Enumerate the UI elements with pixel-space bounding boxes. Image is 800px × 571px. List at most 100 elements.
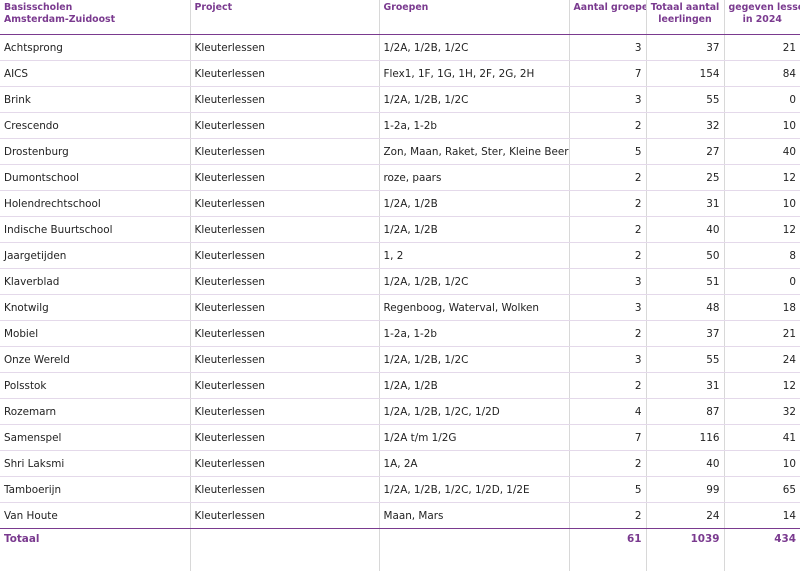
totals-aantal-groepen: 61 <box>569 529 646 550</box>
header-aantal-groepen: Aantal groepen <box>569 0 646 35</box>
cell-aantal-groepen: 4 <box>569 399 646 425</box>
cell-groepen: 1/2A, 1/2B, 1/2C <box>379 87 569 113</box>
header-school: Basisscholen Amsterdam-Zuidoost <box>0 0 190 35</box>
filler-cell <box>379 549 569 571</box>
cell-totaal-leerlingen: 25 <box>646 165 724 191</box>
cell-aantal-groepen: 2 <box>569 191 646 217</box>
cell-totaal-leerlingen: 31 <box>646 373 724 399</box>
cell-school: Mobiel <box>0 321 190 347</box>
cell-gegeven-lessen: 12 <box>724 373 800 399</box>
cell-gegeven-lessen: 10 <box>724 191 800 217</box>
cell-totaal-leerlingen: 37 <box>646 321 724 347</box>
cell-gegeven-lessen: 65 <box>724 477 800 503</box>
cell-aantal-groepen: 2 <box>569 165 646 191</box>
cell-gegeven-lessen: 32 <box>724 399 800 425</box>
cell-gegeven-lessen: 10 <box>724 451 800 477</box>
cell-school: Knotwilg <box>0 295 190 321</box>
cell-groepen: 1/2A, 1/2B, 1/2C <box>379 35 569 61</box>
totals-groepen-empty <box>379 529 569 550</box>
cell-gegeven-lessen: 12 <box>724 165 800 191</box>
cell-aantal-groepen: 2 <box>569 217 646 243</box>
cell-totaal-leerlingen: 87 <box>646 399 724 425</box>
cell-totaal-leerlingen: 55 <box>646 347 724 373</box>
cell-groepen: 1, 2 <box>379 243 569 269</box>
cell-aantal-groepen: 2 <box>569 503 646 529</box>
cell-totaal-leerlingen: 48 <box>646 295 724 321</box>
cell-groepen: 1A, 2A <box>379 451 569 477</box>
cell-aantal-groepen: 7 <box>569 425 646 451</box>
header-lessen-line1: gegeven lessen <box>729 2 797 14</box>
cell-project: Kleuterlessen <box>190 35 379 61</box>
cell-totaal-leerlingen: 37 <box>646 35 724 61</box>
totals-row: Totaal 61 1039 434 <box>0 529 800 550</box>
cell-school: Dumontschool <box>0 165 190 191</box>
cell-totaal-leerlingen: 40 <box>646 451 724 477</box>
header-school-line1: Basisscholen <box>4 2 186 14</box>
table-header: Basisscholen Amsterdam-Zuidoost Project … <box>0 0 800 35</box>
cell-aantal-groepen: 5 <box>569 477 646 503</box>
cell-school: Polsstok <box>0 373 190 399</box>
cell-project: Kleuterlessen <box>190 61 379 87</box>
cell-aantal-groepen: 2 <box>569 321 646 347</box>
cell-project: Kleuterlessen <box>190 373 379 399</box>
header-lessen-line2: in 2024 <box>729 14 797 26</box>
header-totaal-line2: leerlingen <box>651 14 720 26</box>
totals-lessen: 434 <box>724 529 800 550</box>
cell-school: Onze Wereld <box>0 347 190 373</box>
cell-school: Klaverblad <box>0 269 190 295</box>
cell-aantal-groepen: 3 <box>569 347 646 373</box>
cell-groepen: 1/2A, 1/2B <box>379 373 569 399</box>
cell-totaal-leerlingen: 32 <box>646 113 724 139</box>
cell-groepen: 1/2A, 1/2B, 1/2C <box>379 347 569 373</box>
cell-project: Kleuterlessen <box>190 399 379 425</box>
cell-school: Achtsprong <box>0 35 190 61</box>
header-totaal-line1: Totaal aantal <box>651 2 720 14</box>
header-school-line2: Amsterdam-Zuidoost <box>4 14 186 26</box>
cell-project: Kleuterlessen <box>190 295 379 321</box>
cell-gegeven-lessen: 24 <box>724 347 800 373</box>
cell-school: Tamboerijn <box>0 477 190 503</box>
cell-gegeven-lessen: 14 <box>724 503 800 529</box>
cell-gegeven-lessen: 10 <box>724 113 800 139</box>
cell-school: Samenspel <box>0 425 190 451</box>
filler-cell <box>0 549 190 571</box>
header-row: Basisscholen Amsterdam-Zuidoost Project … <box>0 0 800 35</box>
filler-cell <box>724 549 800 571</box>
cell-groepen: Flex1, 1F, 1G, 1H, 2F, 2G, 2H <box>379 61 569 87</box>
header-totaal-leerlingen: Totaal aantal leerlingen <box>646 0 724 35</box>
cell-project: Kleuterlessen <box>190 87 379 113</box>
cell-project: Kleuterlessen <box>190 321 379 347</box>
cell-school: Brink <box>0 87 190 113</box>
cell-groepen: 1-2a, 1-2b <box>379 113 569 139</box>
cell-school: AICS <box>0 61 190 87</box>
cell-aantal-groepen: 3 <box>569 295 646 321</box>
cell-gegeven-lessen: 21 <box>724 321 800 347</box>
cell-aantal-groepen: 2 <box>569 373 646 399</box>
cell-groepen: 1/2A, 1/2B, 1/2C <box>379 269 569 295</box>
cell-school: Indische Buurtschool <box>0 217 190 243</box>
cell-project: Kleuterlessen <box>190 347 379 373</box>
cell-gegeven-lessen: 12 <box>724 217 800 243</box>
cell-gegeven-lessen: 8 <box>724 243 800 269</box>
cell-school: Crescendo <box>0 113 190 139</box>
cell-aantal-groepen: 7 <box>569 61 646 87</box>
cell-project: Kleuterlessen <box>190 113 379 139</box>
cell-groepen: 1/2A t/m 1/2G <box>379 425 569 451</box>
cell-groepen: 1-2a, 1-2b <box>379 321 569 347</box>
cell-school: Van Houte <box>0 503 190 529</box>
cell-project: Kleuterlessen <box>190 165 379 191</box>
header-project: Project <box>190 0 379 35</box>
